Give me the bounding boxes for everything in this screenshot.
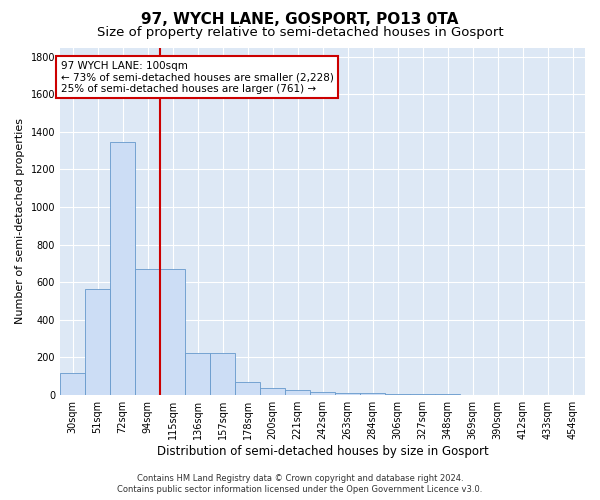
Bar: [110, 142, 135, 394]
Bar: [335, 393, 360, 394]
Y-axis label: Number of semi-detached properties: Number of semi-detached properties: [15, 118, 25, 324]
Text: Size of property relative to semi-detached houses in Gosport: Size of property relative to semi-detach…: [97, 26, 503, 39]
Bar: [210, 354, 235, 395]
Text: Contains HM Land Registry data © Crown copyright and database right 2024.
Contai: Contains HM Land Registry data © Crown c…: [118, 474, 482, 494]
Bar: [285, 390, 310, 394]
Text: 97 WYCH LANE: 100sqm
← 73% of semi-detached houses are smaller (2,228)
25% of se: 97 WYCH LANE: 100sqm ← 73% of semi-detac…: [61, 60, 334, 94]
Bar: [360, 393, 385, 394]
Text: 97, WYCH LANE, GOSPORT, PO13 0TA: 97, WYCH LANE, GOSPORT, PO13 0TA: [142, 12, 458, 28]
X-axis label: Distribution of semi-detached houses by size in Gosport: Distribution of semi-detached houses by …: [157, 444, 488, 458]
Bar: [260, 388, 285, 394]
Bar: [85, 288, 110, 395]
Bar: [235, 382, 260, 394]
Bar: [60, 373, 85, 394]
Bar: [310, 392, 335, 394]
Bar: [185, 354, 210, 395]
Bar: [160, 269, 185, 394]
Bar: [135, 269, 160, 394]
